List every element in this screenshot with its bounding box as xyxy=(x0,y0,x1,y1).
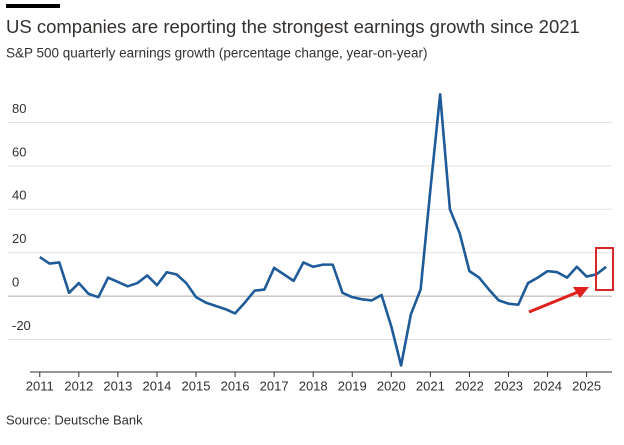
x-tick-label: 2019 xyxy=(338,378,367,393)
y-tick-label: 0 xyxy=(12,275,19,290)
x-tick-label: 2025 xyxy=(572,378,601,393)
x-tick-label: 2023 xyxy=(494,378,523,393)
line-series xyxy=(39,93,607,367)
x-tick-label: 2021 xyxy=(416,378,445,393)
highlight-box xyxy=(595,247,614,291)
x-tick-label: 2015 xyxy=(182,378,211,393)
arrow-head xyxy=(573,287,589,298)
y-tick-label: 20 xyxy=(12,231,26,246)
y-tick-label: 40 xyxy=(12,188,26,203)
y-tick-label: -20 xyxy=(12,318,31,333)
chart-title: US companies are reporting the strongest… xyxy=(6,16,580,37)
y-tick-label: 60 xyxy=(12,144,26,159)
x-tick-label: 2012 xyxy=(64,378,93,393)
arrow-shaft xyxy=(528,290,579,314)
chart-subtitle: S&P 500 quarterly earnings growth (perce… xyxy=(6,46,428,61)
x-tick-label: 2011 xyxy=(26,378,54,393)
x-tick-label: 2013 xyxy=(103,378,132,393)
y-tick-label: 80 xyxy=(12,101,26,116)
source: Source: Deutsche Bank xyxy=(6,412,143,427)
x-tick-label: 2014 xyxy=(142,378,171,393)
x-tick-label: 2016 xyxy=(221,378,250,393)
x-tick-label: 2024 xyxy=(533,378,562,393)
x-tick-label: 2017 xyxy=(260,378,289,393)
x-tick-label: 2020 xyxy=(377,378,406,393)
top-bar xyxy=(6,4,60,8)
plot: -20 0 20 40 60 80 2011 2012 2013 2014 2015 2016 2017… xyxy=(8,93,612,393)
x-tick-label: 2022 xyxy=(455,378,484,393)
x-tick-label: 2018 xyxy=(299,378,328,393)
